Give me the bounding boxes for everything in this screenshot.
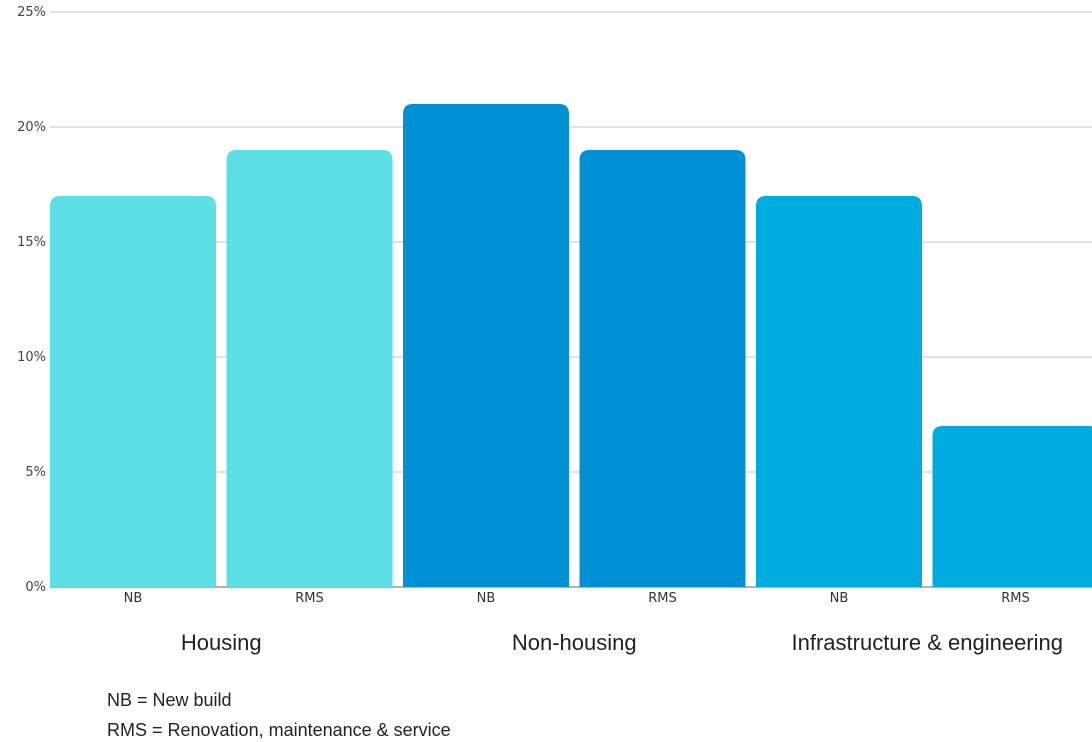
- group-label: Non-housing: [512, 630, 637, 655]
- y-tick-label: 25%: [17, 5, 46, 20]
- x-tick-label: RMS: [648, 591, 677, 606]
- x-axis: NB RMS Housing NB RMS Non-housing NB RMS Infrast…: [124, 591, 1063, 655]
- x-tick-label: RMS: [295, 591, 324, 606]
- legend-note-nb: NB = New build: [107, 690, 232, 711]
- group-label: Housing: [181, 630, 262, 655]
- x-tick-label: NB: [124, 591, 143, 606]
- y-axis: 0% 5% 10% 15% 20% 25%: [17, 5, 46, 595]
- legend-note-rms: RMS = Renovation, maintenance & service: [107, 720, 451, 741]
- bar-rms-1: [580, 150, 746, 587]
- bar-nb-0: [50, 196, 216, 587]
- group-label: Infrastructure & engineering: [792, 630, 1064, 655]
- x-tick-label: NB: [477, 591, 496, 606]
- bar-rms-0: [227, 150, 393, 587]
- y-tick-label: 15%: [17, 235, 46, 250]
- x-tick-label: RMS: [1001, 591, 1030, 606]
- bar-nb-1: [403, 104, 569, 587]
- bars: [50, 104, 1092, 587]
- bar-nb-2: [756, 196, 922, 587]
- bar-rms-2: [933, 426, 1092, 587]
- y-tick-label: 10%: [17, 350, 46, 365]
- y-tick-label: 0%: [25, 580, 46, 595]
- y-tick-label: 5%: [25, 465, 46, 480]
- x-tick-label: NB: [830, 591, 849, 606]
- y-tick-label: 20%: [17, 120, 46, 135]
